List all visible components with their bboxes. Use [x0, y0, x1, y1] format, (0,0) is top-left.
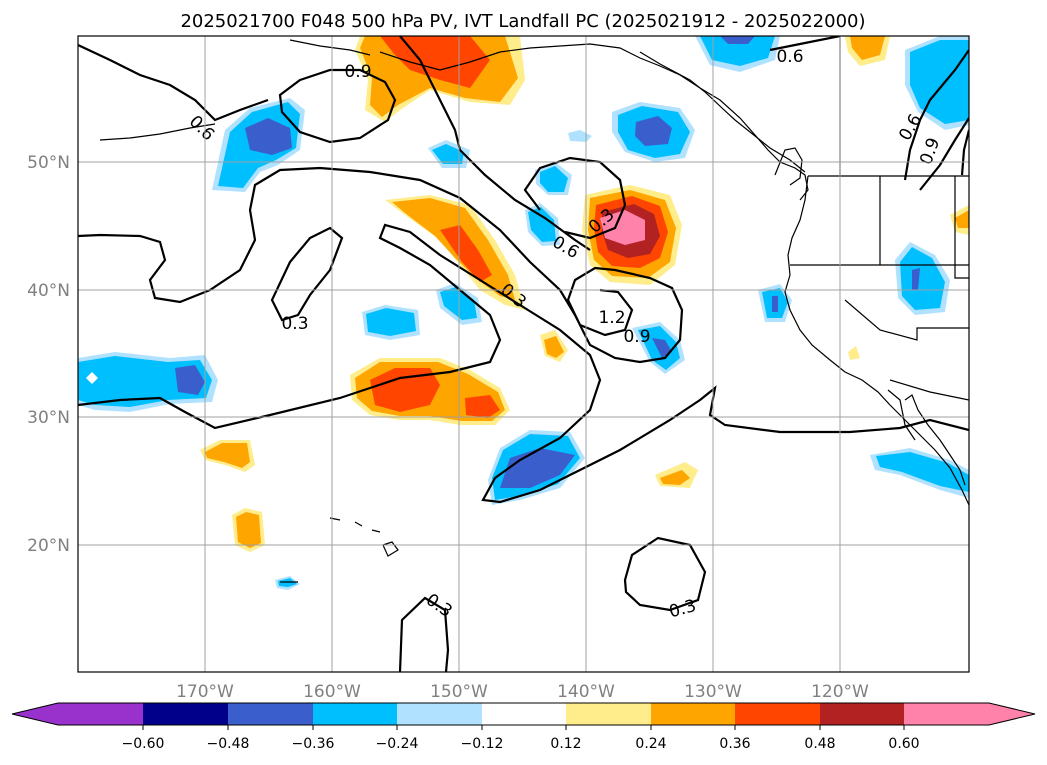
contour-label: 1.2: [598, 308, 625, 328]
lon-label: 170°W: [176, 682, 234, 702]
contour-lines: [78, 36, 969, 672]
colorbar-extend-right: [904, 703, 1035, 725]
map-frame: [77, 35, 970, 673]
gridlines: [78, 36, 969, 672]
lon-label: 160°W: [303, 682, 361, 702]
longitude-labels: 170°W 160°W 150°W 140°W 130°W 120°W: [176, 682, 869, 702]
colorbar-extend-left: [12, 703, 143, 725]
colorbar-label: −0.60: [122, 736, 165, 752]
contour-label: 0.3: [281, 314, 308, 334]
colorbar-segment: [820, 703, 904, 725]
colorbar-segment: [566, 703, 651, 725]
contour-label: 0.9: [344, 62, 371, 82]
coastlines: [99, 36, 969, 583]
map-panel: 0.6 0.9 0.6 0.6 0.9 0.3 0.6 0.3 1.2 0.9 …: [78, 36, 969, 672]
colorbar-segment: [313, 703, 397, 725]
colorbar: −0.60 −0.48 −0.36 −0.24 −0.12 0.12 0.24 …: [11, 702, 1036, 752]
latitude-labels: 50°N 40°N 30°N 20°N: [27, 153, 70, 556]
colorbar-label: 0.48: [804, 736, 835, 752]
colorbar-ticks: [142, 725, 905, 730]
plot-title: 2025021700 F048 500 hPa PV, IVT Landfall…: [180, 11, 865, 32]
colorbar-label: 0.36: [719, 736, 750, 752]
contour-label: 0.9: [623, 327, 650, 347]
lon-label: 140°W: [557, 682, 615, 702]
colorbar-label: −0.12: [461, 736, 504, 752]
colorbar-label: −0.48: [207, 736, 250, 752]
colorbar-outline: [11, 702, 1036, 726]
colorbar-segment: [482, 703, 566, 725]
colorbar-label: −0.36: [292, 736, 335, 752]
lat-label: 20°N: [27, 536, 70, 556]
lat-label: 50°N: [27, 153, 70, 173]
lon-label: 150°W: [430, 682, 488, 702]
lat-label: 30°N: [27, 408, 70, 428]
colorbar-label: 0.60: [888, 736, 919, 752]
colorbar-segment: [651, 703, 735, 725]
lon-label: 120°W: [811, 682, 869, 702]
colorbar-label: 0.12: [550, 736, 581, 752]
lat-label: 40°N: [27, 281, 70, 301]
shaded-field: [78, 36, 969, 590]
colorbar-segment: [735, 703, 820, 725]
colorbar-label: −0.24: [376, 736, 419, 752]
colorbar-segment: [397, 703, 482, 725]
colorbar-segment: [228, 703, 313, 725]
colorbar-label: 0.24: [635, 736, 666, 752]
lon-label: 130°W: [684, 682, 742, 702]
colorbar-segment: [143, 703, 228, 725]
contour-label: 0.6: [776, 47, 803, 67]
colorbar-labels: −0.60 −0.48 −0.36 −0.24 −0.12 0.12 0.24 …: [122, 736, 920, 752]
